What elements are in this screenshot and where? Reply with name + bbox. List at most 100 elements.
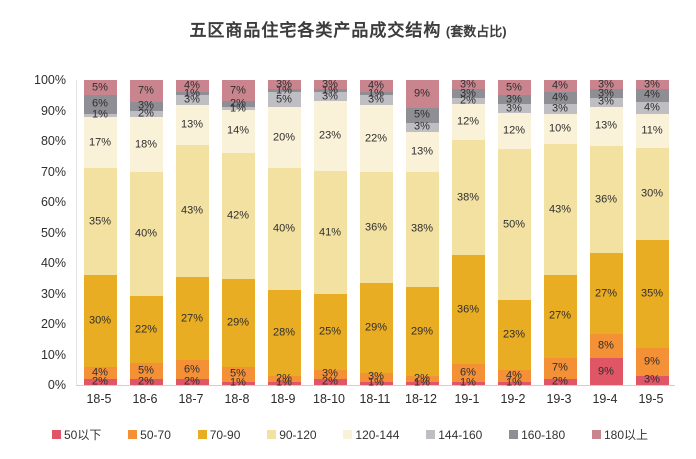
- segment-value-label: 36%: [456, 303, 480, 316]
- x-axis-label: 19-3: [546, 392, 572, 406]
- bar-segment-90-120: 36%: [359, 172, 393, 284]
- legend-swatch-icon: [343, 430, 353, 439]
- bar-stack-18-5: 2% 4% 30% 35% 17% 1% 6% 5%: [83, 80, 117, 387]
- bar-segment-180以上: 4%: [175, 80, 209, 93]
- bar-segment-50以下: 2%: [175, 375, 209, 388]
- segment-value-label: 1%: [230, 376, 246, 389]
- bar-segment-180以上: 7%: [129, 80, 163, 102]
- segment-value-label: 1%: [460, 376, 476, 389]
- legend-label: 180以上: [603, 428, 648, 442]
- segment-value-label: 3%: [598, 78, 614, 91]
- segment-value-label: 4%: [552, 79, 568, 92]
- segment-value-label: 30%: [640, 187, 664, 200]
- segment-value-label: 1%: [368, 376, 384, 389]
- bar-segment-50以下: 1%: [497, 377, 531, 388]
- segment-value-label: 40%: [134, 227, 158, 240]
- bar-segment-160-180: 1%: [313, 85, 347, 96]
- bar-segment-120-144: 12%: [497, 113, 531, 150]
- bar-segment-120-144: 11%: [635, 113, 669, 148]
- segment-value-label: 11%: [641, 124, 663, 137]
- bar-segment-160-180: 3%: [589, 88, 623, 99]
- segment-value-label: 1%: [276, 84, 292, 97]
- bar-column: 3% 9% 35% 30% 11% 4% 4% 3%: [629, 79, 675, 385]
- bar-segment-144-160: 1%: [83, 109, 117, 120]
- segment-value-label: 2%: [460, 94, 476, 107]
- segment-value-label: 3%: [506, 102, 522, 115]
- segment-value-label: 1%: [92, 108, 108, 121]
- y-axis: 100% 90% 80% 70% 60% 50% 40% 30% 20% 10% 0%: [0, 73, 66, 392]
- segment-value-label: 36%: [594, 193, 618, 206]
- segment-value-label: 12%: [456, 115, 480, 128]
- segment-value-label: 3%: [598, 95, 614, 108]
- segment-value-label: 5%: [138, 364, 154, 377]
- bar-segment-50-70: 7%: [543, 357, 577, 379]
- bar-segment-50-70: 5%: [221, 366, 255, 382]
- bar-stack-19-4: 9% 8% 27% 36% 13% 3% 3% 3%: [589, 78, 623, 385]
- bar-segment-120-144: 18%: [129, 117, 163, 173]
- bar-segment-90-120: 30%: [635, 147, 669, 241]
- segment-value-label: 5%: [230, 367, 246, 380]
- x-axis-label: 18-8: [224, 392, 250, 406]
- y-tick-label: 10%: [40, 347, 66, 362]
- x-axis-label: 18-12: [405, 392, 437, 406]
- segment-value-label: 43%: [180, 204, 204, 217]
- bar-segment-50以下: 1%: [221, 377, 255, 388]
- bar-segment-120-144: 13%: [589, 106, 623, 146]
- segment-value-label: 18%: [134, 138, 158, 151]
- segment-value-label: 43%: [548, 203, 572, 216]
- bar-segment-180以上: 3%: [451, 78, 485, 91]
- segment-value-label: 2%: [184, 375, 200, 388]
- segment-value-label: 29%: [364, 321, 388, 334]
- segment-value-label: 27%: [594, 287, 618, 300]
- legend-label: 70-90: [209, 427, 241, 442]
- bar-column: 2% 4% 30% 35% 17% 1% 6% 5%: [77, 80, 123, 387]
- legend-item: 50以下: [52, 426, 101, 443]
- legend-label: 90-120: [279, 427, 317, 442]
- bar-segment-50以下: 2%: [313, 376, 347, 387]
- legend-swatch-icon: [128, 430, 138, 439]
- segment-value-label: 2%: [230, 97, 246, 110]
- segment-value-label: 38%: [456, 191, 480, 204]
- x-axis-label: 18-9: [270, 392, 296, 406]
- segment-value-label: 5%: [92, 81, 108, 94]
- segment-value-label: 3%: [414, 120, 430, 133]
- x-axis-label: 18-7: [178, 392, 204, 406]
- segment-value-label: 3%: [506, 93, 522, 106]
- bar-segment-50以下: 2%: [543, 376, 577, 387]
- bar-segment-180以上: 3%: [635, 79, 669, 90]
- segment-value-label: 41%: [318, 226, 342, 239]
- bar-segment-120-144: 13%: [405, 131, 439, 172]
- segment-value-label: 27%: [180, 312, 204, 325]
- segment-value-label: 7%: [552, 361, 568, 374]
- bar-segment-120-144: 20%: [267, 107, 301, 169]
- bar-segment-90-120: 35%: [83, 168, 117, 276]
- bar-segment-180以上: 7%: [221, 80, 255, 102]
- bar-segment-160-180: 4%: [635, 89, 669, 102]
- bar-segment-144-160: 5%: [267, 92, 301, 108]
- bar-segment-120-144: 14%: [221, 110, 255, 153]
- legend-swatch-icon: [426, 430, 436, 439]
- bar-segment-50-70: 4%: [497, 369, 531, 382]
- bar-segment-50以下: 2%: [83, 376, 117, 387]
- bar-segment-180以上: 4%: [543, 79, 577, 93]
- segment-value-label: 2%: [414, 372, 430, 385]
- segment-value-label: 9%: [598, 365, 614, 378]
- segment-value-label: 38%: [410, 222, 434, 235]
- bar-column: 1% 2% 28% 40% 20% 5% 1% 3%: [261, 79, 307, 388]
- segment-value-label: 2%: [276, 372, 292, 385]
- segment-value-label: 10%: [548, 122, 572, 135]
- bar-segment-90-120: 40%: [267, 168, 301, 291]
- bar-segment-90-120: 38%: [451, 140, 485, 256]
- segment-value-label: 3%: [460, 78, 476, 91]
- segment-value-label: 42%: [226, 209, 250, 222]
- legend-label: 160-180: [521, 427, 566, 442]
- legend-label: 144-160: [438, 427, 483, 442]
- legend-item: 144-160: [426, 428, 482, 442]
- bar-stack-19-2: 1% 4% 23% 50% 12% 3% 3% 5%: [497, 80, 531, 388]
- segment-value-label: 3%: [460, 87, 476, 100]
- segment-value-label: 6%: [460, 366, 476, 379]
- bar-stack-18-12: 1% 2% 29% 38% 13% 3% 5% 9%: [405, 80, 439, 388]
- x-axis: 18-5 18-6 18-7 18-8 18-9 18-10 18-11 18-12 19-1 1…: [76, 392, 674, 406]
- legend-item: 50-70: [128, 428, 171, 442]
- legend-swatch-icon: [509, 430, 519, 439]
